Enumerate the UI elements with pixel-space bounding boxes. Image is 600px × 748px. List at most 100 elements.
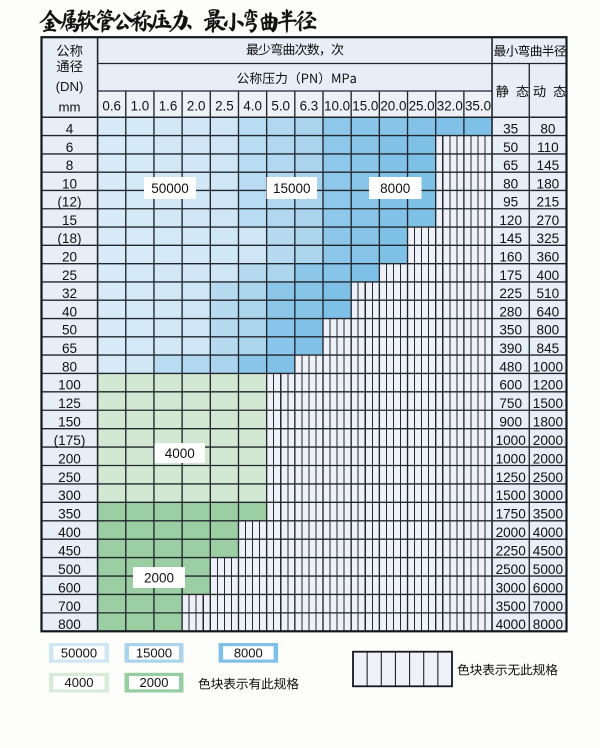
- svg-text:15.0: 15.0: [352, 98, 378, 113]
- svg-text:mm: mm: [59, 100, 81, 115]
- svg-text:350: 350: [58, 507, 81, 522]
- svg-text:6000: 6000: [533, 580, 564, 595]
- svg-text:360: 360: [537, 250, 560, 265]
- svg-text:40: 40: [62, 304, 78, 319]
- svg-text:640: 640: [537, 304, 560, 319]
- svg-text:8: 8: [66, 158, 74, 173]
- svg-text:1250: 1250: [496, 470, 527, 485]
- svg-text:145: 145: [499, 231, 522, 246]
- svg-text:1.6: 1.6: [159, 98, 178, 113]
- svg-text:800: 800: [58, 617, 81, 632]
- svg-text:600: 600: [58, 580, 81, 595]
- svg-text:80: 80: [540, 122, 556, 137]
- svg-text:200: 200: [58, 451, 81, 466]
- svg-text:500: 500: [58, 562, 81, 577]
- svg-text:750: 750: [499, 396, 522, 411]
- svg-text:1000: 1000: [496, 451, 527, 466]
- svg-text:2500: 2500: [533, 470, 564, 485]
- svg-text:20: 20: [62, 250, 78, 265]
- svg-text:4.0: 4.0: [243, 98, 262, 113]
- svg-text:4500: 4500: [533, 544, 564, 559]
- svg-text:225: 225: [499, 286, 522, 301]
- svg-text:1800: 1800: [533, 415, 564, 430]
- svg-text:8000: 8000: [380, 181, 410, 196]
- svg-text:25.0: 25.0: [409, 98, 435, 113]
- svg-text:7000: 7000: [533, 599, 564, 614]
- svg-text:1200: 1200: [533, 378, 564, 393]
- svg-text:1000: 1000: [533, 359, 564, 374]
- svg-text:32.0: 32.0: [437, 98, 463, 113]
- svg-text:600: 600: [499, 378, 522, 393]
- svg-text:450: 450: [58, 544, 81, 559]
- svg-text:845: 845: [537, 341, 560, 356]
- svg-text:80: 80: [503, 176, 519, 191]
- svg-text:400: 400: [537, 268, 560, 283]
- svg-text:2000: 2000: [144, 570, 174, 585]
- svg-text:8000: 8000: [234, 646, 263, 661]
- svg-text:900: 900: [499, 415, 522, 430]
- svg-text:25: 25: [62, 268, 77, 283]
- svg-text:145: 145: [537, 158, 560, 173]
- svg-text:1000: 1000: [496, 433, 527, 448]
- svg-text:4000: 4000: [65, 675, 94, 690]
- svg-text:1750: 1750: [496, 507, 527, 522]
- svg-text:4: 4: [66, 122, 74, 137]
- svg-text:6.3: 6.3: [300, 98, 319, 113]
- svg-text:15: 15: [62, 213, 77, 228]
- svg-text:1500: 1500: [533, 396, 564, 411]
- svg-text:(18): (18): [57, 231, 81, 246]
- svg-text:300: 300: [58, 488, 81, 503]
- svg-text:700: 700: [58, 599, 81, 614]
- svg-text:32: 32: [62, 286, 77, 301]
- svg-text:4000: 4000: [496, 617, 527, 632]
- svg-text:10.0: 10.0: [324, 98, 350, 113]
- svg-text:250: 250: [58, 470, 81, 485]
- svg-text:50000: 50000: [151, 181, 189, 196]
- svg-text:510: 510: [537, 286, 560, 301]
- svg-text:8000: 8000: [533, 617, 564, 632]
- svg-text:5000: 5000: [533, 562, 564, 577]
- svg-text:400: 400: [58, 525, 81, 540]
- svg-text:(175): (175): [54, 433, 86, 448]
- svg-text:(12): (12): [57, 195, 81, 210]
- svg-text:120: 120: [499, 213, 522, 228]
- svg-text:3000: 3000: [496, 580, 527, 595]
- svg-text:20.0: 20.0: [380, 98, 406, 113]
- svg-text:175: 175: [499, 268, 522, 283]
- svg-text:350: 350: [499, 323, 522, 338]
- svg-text:110: 110: [537, 140, 559, 155]
- svg-text:125: 125: [58, 396, 81, 411]
- svg-text:2.5: 2.5: [215, 98, 234, 113]
- svg-text:35.0: 35.0: [465, 98, 491, 113]
- svg-text:4000: 4000: [165, 446, 195, 461]
- svg-text:270: 270: [537, 213, 560, 228]
- svg-text:65: 65: [62, 341, 77, 356]
- svg-text:4000: 4000: [533, 525, 564, 540]
- svg-text:5.0: 5.0: [271, 98, 290, 113]
- svg-text:80: 80: [62, 359, 78, 374]
- svg-text:390: 390: [499, 341, 522, 356]
- svg-text:50: 50: [62, 323, 78, 338]
- svg-text:1500: 1500: [496, 488, 527, 503]
- svg-text:2.0: 2.0: [187, 98, 206, 113]
- svg-text:35: 35: [503, 122, 518, 137]
- svg-text:2000: 2000: [140, 675, 169, 690]
- svg-text:280: 280: [499, 304, 522, 319]
- svg-text:3500: 3500: [496, 599, 527, 614]
- svg-text:180: 180: [537, 176, 560, 191]
- svg-text:2250: 2250: [496, 544, 527, 559]
- svg-text:15000: 15000: [136, 646, 172, 661]
- svg-text:65: 65: [503, 158, 518, 173]
- svg-text:50000: 50000: [61, 646, 97, 661]
- svg-text:150: 150: [58, 415, 81, 430]
- svg-text:215: 215: [537, 195, 560, 210]
- svg-text:95: 95: [503, 195, 518, 210]
- svg-text:10: 10: [62, 176, 78, 191]
- svg-text:2000: 2000: [533, 433, 564, 448]
- svg-text:6: 6: [66, 140, 74, 155]
- svg-text:3000: 3000: [533, 488, 564, 503]
- svg-text:2500: 2500: [496, 562, 527, 577]
- svg-text:1.0: 1.0: [131, 98, 150, 113]
- svg-text:100: 100: [58, 378, 81, 393]
- svg-text:(DN): (DN): [56, 79, 84, 94]
